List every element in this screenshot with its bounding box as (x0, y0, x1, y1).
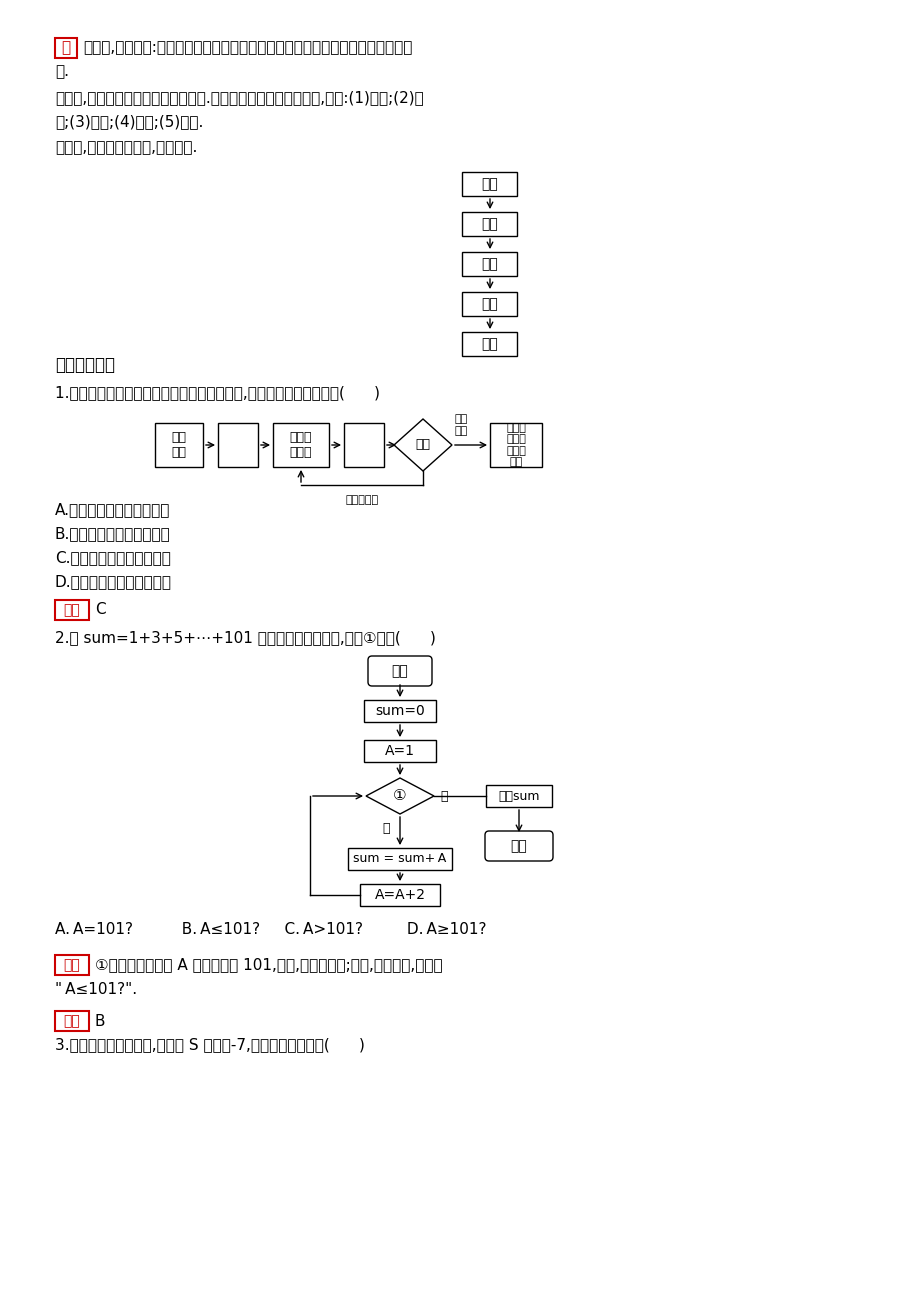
FancyBboxPatch shape (462, 212, 516, 236)
FancyBboxPatch shape (344, 423, 383, 467)
Text: 做青: 做青 (482, 217, 498, 230)
FancyBboxPatch shape (359, 884, 439, 906)
FancyBboxPatch shape (484, 831, 552, 861)
Text: 解析: 解析 (63, 958, 80, 973)
Text: ①处的条件为判断 A 是否不大于 101,若是,则继续循环;否则,退出循环,故应为: ①处的条件为判断 A 是否不大于 101,若是,则继续循环;否则,退出循环,故应… (95, 957, 442, 973)
Text: 检验: 检验 (415, 439, 430, 452)
Text: 结束: 结束 (510, 838, 527, 853)
Polygon shape (393, 419, 451, 471)
FancyBboxPatch shape (462, 253, 516, 276)
Text: A=A+2: A=A+2 (374, 888, 425, 902)
Polygon shape (366, 779, 434, 814)
Text: 收集
数据: 收集 数据 (171, 431, 187, 460)
Text: 燥.: 燥. (55, 65, 69, 79)
FancyBboxPatch shape (462, 332, 516, 355)
Text: B.画散点图、进行模型修改: B.画散点图、进行模型修改 (55, 526, 171, 542)
FancyBboxPatch shape (490, 423, 541, 467)
Text: 3.阅读下面的程序框图,若输出 S 的值为-7,则判断框内可填写(      ): 3.阅读下面的程序框图,若输出 S 的值为-7,则判断框内可填写( ) (55, 1038, 365, 1052)
Text: 第一步,确定工序:乌龙茶的制作工序概括起来可分为萎凋、做青、炒青、揉捻、干: 第一步,确定工序:乌龙茶的制作工序概括起来可分为萎凋、做青、炒青、揉捻、干 (83, 40, 412, 56)
Text: sum = sum+ A: sum = sum+ A (353, 853, 446, 866)
Text: 炒青: 炒青 (482, 256, 498, 271)
Text: 青;(3)炒青;(4)揉捻;(5)干燥.: 青;(3)炒青;(4)揉捻;(5)干燥. (55, 115, 203, 129)
FancyBboxPatch shape (364, 740, 436, 762)
Text: 符合
实际: 符合 实际 (455, 414, 468, 436)
Text: 是: 是 (382, 822, 390, 835)
FancyBboxPatch shape (485, 785, 551, 807)
Text: C.画散点图、求函数表达式: C.画散点图、求函数表达式 (55, 551, 171, 565)
Text: 输出sum: 输出sum (498, 789, 539, 802)
FancyBboxPatch shape (55, 600, 89, 620)
Text: 否: 否 (439, 789, 447, 802)
FancyBboxPatch shape (55, 38, 77, 59)
Text: 第二步,确定这些工序之间的先后顺序.各工序有着严格的先后顺序,如下:(1)萎凋;(2)做: 第二步,确定这些工序之间的先后顺序.各工序有着严格的先后顺序,如下:(1)萎凋;… (55, 91, 424, 105)
FancyBboxPatch shape (273, 423, 329, 467)
Text: 2.求 sum=1+3+5+⋯+101 的程序框图如图所示,其中①应为(      ): 2.求 sum=1+3+5+⋯+101 的程序框图如图所示,其中①应为( ) (55, 630, 436, 646)
Text: 不符合实际: 不符合实际 (345, 495, 378, 505)
Text: " A≤101?".: " A≤101?". (55, 982, 137, 996)
Text: 萎凋: 萎凋 (482, 177, 498, 191)
FancyBboxPatch shape (462, 172, 516, 197)
Text: A=1: A=1 (384, 743, 414, 758)
Text: 选择函
数模型: 选择函 数模型 (289, 431, 312, 460)
FancyBboxPatch shape (55, 954, 89, 975)
FancyBboxPatch shape (462, 292, 516, 316)
FancyBboxPatch shape (368, 656, 432, 686)
Text: 答案: 答案 (63, 1014, 80, 1029)
FancyBboxPatch shape (364, 700, 436, 723)
Text: D.整理数据、进行模型修改: D.整理数据、进行模型修改 (55, 574, 172, 590)
Text: A.整理数据、求函数表达式: A.整理数据、求函数表达式 (55, 503, 170, 517)
Text: 开始: 开始 (391, 664, 408, 678)
Text: 1.用函数拟合解决实际问题的流程图如图所示,则矩形框中应分别填入(      ): 1.用函数拟合解决实际问题的流程图如图所示,则矩形框中应分别填入( ) (55, 385, 380, 401)
FancyBboxPatch shape (154, 423, 203, 467)
Text: 揉捻: 揉捻 (482, 297, 498, 311)
Text: ①: ① (392, 789, 406, 803)
FancyBboxPatch shape (218, 423, 257, 467)
FancyBboxPatch shape (347, 848, 451, 870)
Text: 解: 解 (62, 40, 71, 56)
Text: sum=0: sum=0 (375, 704, 425, 717)
Text: C: C (95, 603, 106, 617)
Text: 干燥: 干燥 (482, 337, 498, 352)
Text: A. A=101?          B. A≤101?     C. A>101?         D. A≥101?: A. A=101? B. A≤101? C. A>101? D. A≥101? (55, 922, 486, 936)
Text: 答案: 答案 (63, 603, 80, 617)
Text: 第三步,画出工序流程图,如图所示.: 第三步,画出工序流程图,如图所示. (55, 141, 198, 155)
Text: 用函数
模型解
决实际
问题: 用函数 模型解 决实际 问题 (505, 423, 526, 467)
FancyBboxPatch shape (55, 1010, 89, 1031)
Text: 二、能力提升: 二、能力提升 (55, 355, 115, 374)
Text: B: B (95, 1013, 106, 1029)
